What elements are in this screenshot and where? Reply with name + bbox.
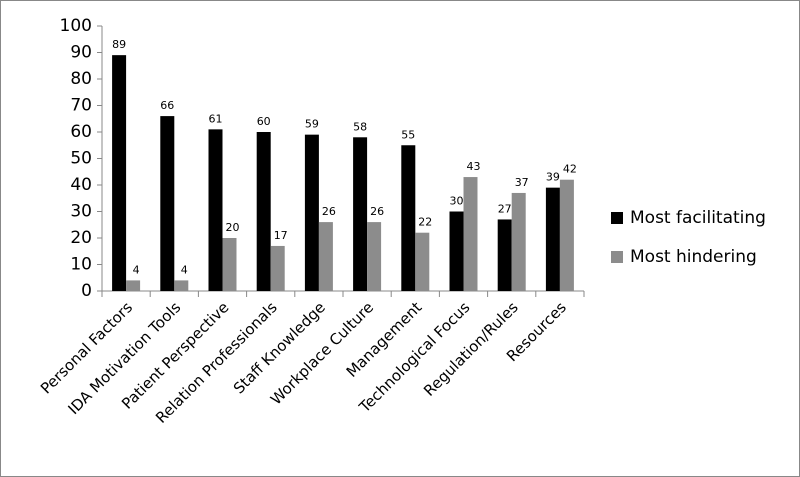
bar: [545, 187, 560, 291]
bar: [160, 116, 175, 291]
y-tick-label: 80: [70, 69, 92, 89]
data-label: 61: [209, 112, 223, 125]
bar: [174, 280, 189, 291]
data-label: 60: [257, 115, 271, 128]
legend-label: Most facilitating: [630, 208, 766, 228]
bar: [559, 179, 574, 291]
y-tick-label: 10: [70, 255, 92, 275]
bar: [270, 245, 285, 291]
bar: [222, 238, 237, 291]
data-label: 26: [370, 205, 384, 218]
y-tick-label: 100: [60, 16, 92, 36]
bar: [511, 192, 526, 291]
bar: [126, 280, 141, 291]
data-label: 4: [133, 263, 140, 276]
data-label: 30: [450, 195, 464, 208]
data-label: 89: [112, 38, 126, 51]
bar: [304, 134, 319, 291]
legend-label: Most hindering: [630, 247, 757, 267]
data-label: 43: [467, 160, 481, 173]
y-tick-label: 20: [70, 228, 92, 248]
data-label: 22: [418, 216, 432, 229]
bar: [353, 137, 368, 291]
y-tick-label: 70: [70, 96, 92, 116]
bar: [449, 211, 464, 291]
legend-swatch: [611, 251, 623, 263]
bar: [367, 222, 382, 291]
bar: [208, 129, 223, 291]
y-tick-label: 90: [70, 43, 92, 63]
data-label: 66: [160, 99, 174, 112]
legend-swatch: [611, 212, 623, 224]
bar: [401, 145, 416, 291]
bar: [318, 222, 333, 291]
bar: [463, 177, 478, 291]
data-label: 59: [305, 118, 319, 131]
data-label: 39: [546, 171, 560, 184]
bar: [497, 219, 512, 291]
bar: [112, 55, 127, 292]
bar: [415, 232, 430, 291]
data-label: 27: [498, 202, 512, 215]
data-label: 37: [515, 176, 529, 189]
data-label: 20: [226, 221, 240, 234]
bar: [256, 132, 271, 291]
data-label: 42: [563, 163, 577, 176]
y-tick-label: 40: [70, 175, 92, 195]
y-tick-label: 60: [70, 122, 92, 142]
y-tick-label: 0: [81, 281, 92, 301]
data-label: 26: [322, 205, 336, 218]
data-label: 55: [401, 128, 415, 141]
data-label: 17: [274, 229, 288, 242]
data-label: 58: [353, 120, 367, 133]
data-label: 4: [181, 263, 188, 276]
y-tick-label: 50: [70, 149, 92, 169]
y-tick-label: 30: [70, 202, 92, 222]
